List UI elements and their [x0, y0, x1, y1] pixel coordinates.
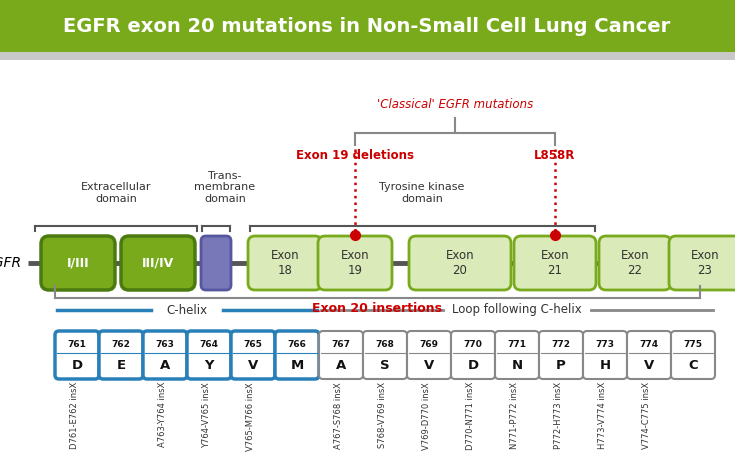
FancyBboxPatch shape [275, 331, 319, 379]
Text: D: D [71, 359, 82, 372]
FancyBboxPatch shape [187, 331, 231, 379]
Text: 769: 769 [420, 340, 439, 350]
Bar [0, 0, 735, 52]
Text: 768: 768 [376, 340, 395, 350]
FancyBboxPatch shape [41, 236, 115, 290]
Text: V: V [248, 359, 258, 372]
Text: A767-S768 insX: A767-S768 insX [334, 382, 343, 449]
FancyBboxPatch shape [143, 331, 187, 379]
Text: Tyrosine kinase
domain: Tyrosine kinase domain [379, 182, 465, 204]
Text: 772: 772 [551, 340, 570, 350]
Text: V765-M766 insX: V765-M766 insX [246, 382, 255, 450]
Text: 774: 774 [639, 340, 659, 350]
FancyBboxPatch shape [99, 331, 143, 379]
Text: Y764-V765 insX: Y764-V765 insX [202, 382, 211, 448]
Text: A: A [336, 359, 346, 372]
FancyBboxPatch shape [201, 236, 231, 290]
FancyBboxPatch shape [121, 236, 195, 290]
FancyBboxPatch shape [451, 331, 495, 379]
Text: S: S [380, 359, 390, 372]
Text: V769-D770 insX: V769-D770 insX [422, 382, 431, 450]
Text: 762: 762 [112, 340, 130, 350]
Text: L858R: L858R [534, 149, 576, 162]
Text: M: M [290, 359, 304, 372]
Text: N: N [512, 359, 523, 372]
Text: H: H [600, 359, 611, 372]
Text: V: V [424, 359, 434, 372]
Text: Extracellular
domain: Extracellular domain [81, 182, 151, 204]
FancyBboxPatch shape [514, 236, 596, 290]
Text: S768-V769 insX: S768-V769 insX [379, 382, 387, 448]
Text: D770-N771 insX: D770-N771 insX [466, 382, 476, 450]
Text: V774-C775 insX: V774-C775 insX [642, 382, 651, 449]
Text: D: D [467, 359, 478, 372]
Text: Exon 20 insertions: Exon 20 insertions [312, 302, 442, 315]
Text: Y: Y [204, 359, 214, 372]
Text: Exon
23: Exon 23 [691, 249, 720, 277]
FancyBboxPatch shape [583, 331, 627, 379]
Text: Trans-
membrane
domain: Trans- membrane domain [195, 171, 256, 204]
Text: 764: 764 [199, 340, 218, 350]
FancyBboxPatch shape [248, 236, 322, 290]
Text: EGFR: EGFR [0, 256, 22, 270]
Text: H773-V774 insX: H773-V774 insX [598, 382, 607, 449]
Text: 775: 775 [684, 340, 703, 350]
Text: Exon
19: Exon 19 [341, 249, 369, 277]
Text: 771: 771 [507, 340, 526, 350]
Text: N771-P772 insX: N771-P772 insX [510, 382, 519, 449]
Text: V: V [644, 359, 654, 372]
Text: P772-H773 insX: P772-H773 insX [554, 382, 563, 449]
Text: E: E [116, 359, 126, 372]
Text: 'Classical' EGFR mutations: 'Classical' EGFR mutations [377, 98, 533, 111]
FancyBboxPatch shape [409, 236, 511, 290]
Text: D761-E762 insX: D761-E762 insX [71, 382, 79, 449]
FancyBboxPatch shape [627, 331, 671, 379]
FancyBboxPatch shape [495, 331, 539, 379]
Text: 766: 766 [287, 340, 306, 350]
Text: 767: 767 [331, 340, 351, 350]
FancyBboxPatch shape [231, 331, 275, 379]
Text: 773: 773 [595, 340, 614, 350]
FancyBboxPatch shape [671, 331, 715, 379]
Text: EGFR exon 20 mutations in Non-Small Cell Lung Cancer: EGFR exon 20 mutations in Non-Small Cell… [63, 17, 670, 36]
FancyBboxPatch shape [319, 331, 363, 379]
Text: P: P [556, 359, 566, 372]
FancyBboxPatch shape [363, 331, 407, 379]
Text: C: C [688, 359, 698, 372]
Text: A763-Y764 insX: A763-Y764 insX [158, 382, 167, 447]
Text: Exon
22: Exon 22 [620, 249, 649, 277]
FancyBboxPatch shape [599, 236, 671, 290]
FancyBboxPatch shape [55, 331, 99, 379]
FancyBboxPatch shape [318, 236, 392, 290]
FancyBboxPatch shape [669, 236, 735, 290]
Text: I/III: I/III [67, 257, 90, 269]
Text: Exon
21: Exon 21 [541, 249, 570, 277]
Text: Exon
20: Exon 20 [445, 249, 474, 277]
FancyBboxPatch shape [539, 331, 583, 379]
Text: 770: 770 [464, 340, 482, 350]
Text: C-helix: C-helix [166, 304, 207, 317]
Text: Exon 19 deletions: Exon 19 deletions [296, 149, 414, 162]
Text: Loop following C-helix: Loop following C-helix [452, 304, 582, 317]
Text: A: A [160, 359, 170, 372]
Bar [0, 52, 735, 60]
Text: 763: 763 [156, 340, 174, 350]
Text: 765: 765 [243, 340, 262, 350]
Text: Exon
18: Exon 18 [270, 249, 299, 277]
Text: 761: 761 [68, 340, 87, 350]
Text: III/IV: III/IV [142, 257, 174, 269]
FancyBboxPatch shape [407, 331, 451, 379]
